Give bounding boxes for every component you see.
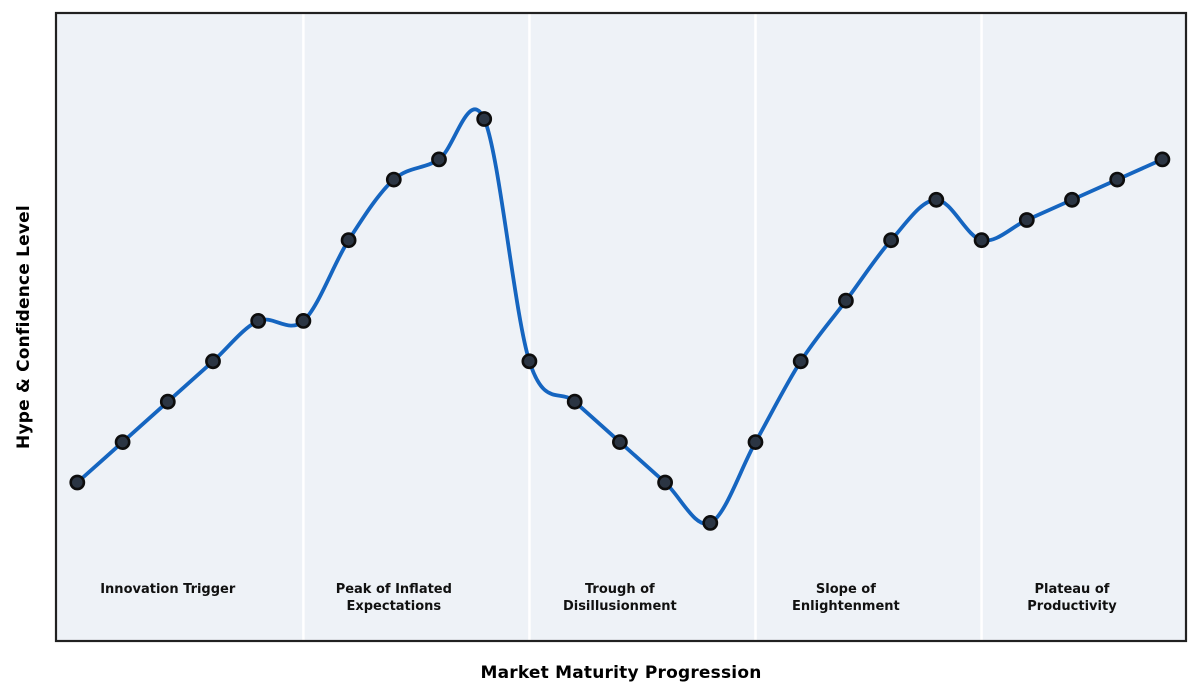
data-point-marker [295,312,312,329]
x-axis-label: Market Maturity Progression [480,663,762,683]
data-point-marker [702,515,719,531]
data-point-marker [69,474,86,491]
data-point-marker [1109,171,1126,188]
phase-label: Trough of Disillusionment [563,581,677,615]
data-point-marker [205,353,221,370]
data-point-marker [566,393,583,410]
phase-label-line: Enlightenment [792,599,900,614]
data-point-marker [612,434,628,450]
phase-label-line: Plateau of [1034,582,1110,597]
data-point-marker [521,353,538,370]
phase-label: Peak of Inflated Expectations [336,581,452,615]
data-point-marker [431,151,447,168]
phase-label-line: Peak of Inflated [335,582,452,597]
data-point-marker [385,171,402,188]
data-point-marker [838,292,854,309]
y-axis-label: Hype & Confidence Level [14,205,34,449]
data-point-marker [747,434,764,450]
phase-label-line: Productivity [1027,599,1117,614]
phase-label: Plateau of Productivity [1027,581,1116,615]
data-point-marker [476,111,493,127]
data-point-marker [159,393,176,410]
data-point-marker [928,191,945,208]
hype-curve [75,107,1165,526]
data-point-marker [340,232,357,249]
data-point-marker [973,232,990,249]
phase-label: Innovation Trigger [100,581,235,598]
plot-border [54,11,1188,643]
data-point-marker [657,474,673,491]
phase-label-line: Innovation Trigger [100,582,236,597]
plot-background [56,13,1186,641]
data-point-marker [1064,191,1080,208]
data-point-marker [114,434,131,450]
phase-label-line: Slope of [815,582,876,597]
phase-label-line: Expectations [346,599,442,614]
phase-label: Slope of Enlightenment [792,581,900,615]
data-point-marker [883,232,899,249]
data-point-marker [1018,212,1035,228]
data-point-marker [792,353,809,370]
phase-label-line: Trough of [584,582,655,597]
data-point-marker [1154,151,1171,168]
data-point-marker [250,312,267,329]
phase-label-line: Disillusionment [562,599,677,614]
